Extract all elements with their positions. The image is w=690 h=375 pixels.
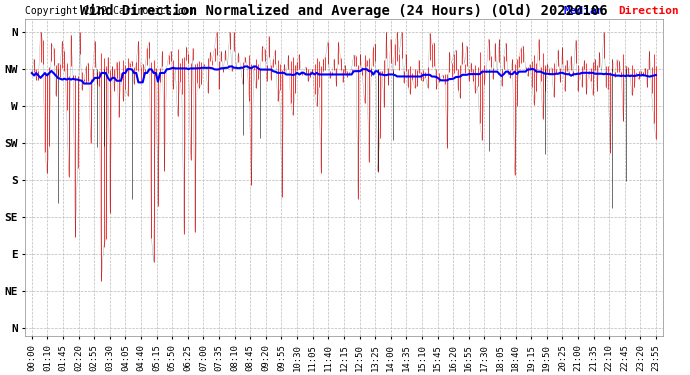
Text: Direction: Direction [618, 6, 679, 16]
Text: Copyright 2022 Cartronics.com: Copyright 2022 Cartronics.com [26, 6, 196, 16]
Title: Wind Direction Normalized and Average (24 Hours) (Old) 20220106: Wind Direction Normalized and Average (2… [80, 4, 608, 18]
Text: Median: Median [564, 6, 604, 16]
